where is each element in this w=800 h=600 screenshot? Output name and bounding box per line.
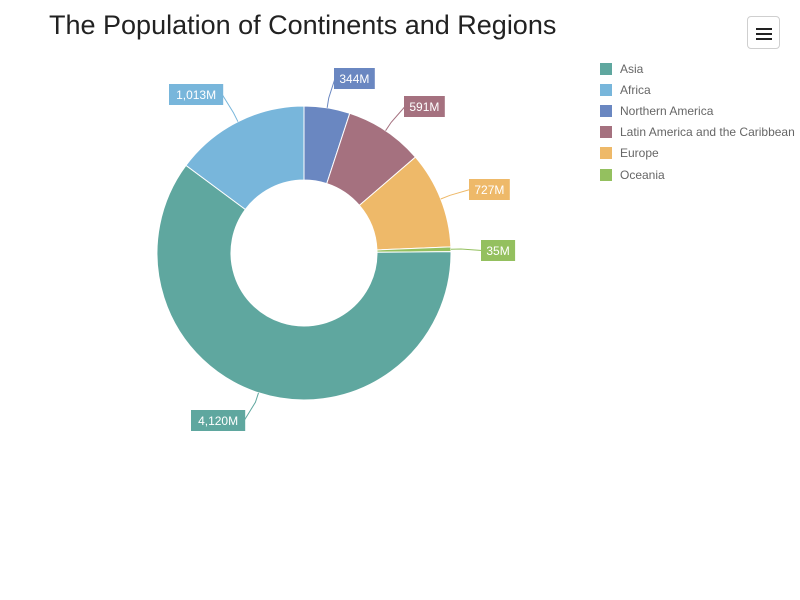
leader-line-oceania	[450, 248, 483, 251]
data-label-text: 727M	[474, 183, 504, 197]
legend-item-northern-america[interactable]: Northern America	[600, 100, 795, 121]
legend-label: Latin America and the Caribbean	[620, 125, 795, 140]
legend-swatch	[600, 147, 612, 160]
legend-item-asia[interactable]: Asia	[600, 58, 795, 79]
chart-legend: Asia Africa Northern America Latin America …	[600, 58, 795, 185]
slice-africa[interactable]	[185, 105, 305, 211]
legend-item-africa[interactable]: Africa	[600, 79, 795, 100]
legend-label: Asia	[620, 61, 644, 76]
legend-label: Europe	[620, 146, 659, 161]
data-label-text: 1,013M	[176, 88, 216, 102]
legend-label: Africa	[620, 82, 651, 97]
data-label-text: 35M	[486, 244, 509, 258]
data-label-europe: 727M	[469, 179, 510, 200]
data-label-asia: 4,120M	[191, 410, 246, 431]
legend-swatch	[600, 62, 612, 75]
data-label-text: 591M	[409, 100, 439, 114]
data-label-northern-america: 344M	[334, 68, 375, 89]
legend-swatch	[600, 83, 612, 96]
chart-title: The Population of Continents and Regions	[49, 10, 557, 40]
chart-menu-button[interactable]	[747, 16, 780, 49]
legend-label: Oceania	[620, 167, 665, 182]
data-label-latin-america-and-the-caribbean: 591M	[404, 96, 445, 117]
legend-swatch	[600, 104, 612, 117]
leader-line-latin-america-and-the-caribbean	[385, 106, 406, 131]
data-label-text: 4,120M	[198, 414, 238, 428]
leader-line-europe	[440, 189, 471, 200]
legend-item-europe[interactable]: Europe	[600, 143, 795, 164]
legend-swatch	[600, 126, 612, 139]
data-label-text: 344M	[339, 72, 369, 86]
data-label-africa: 1,013M	[169, 84, 224, 105]
legend-item-latin-america-and-the-caribbean[interactable]: Latin America and the Caribbean	[600, 122, 795, 143]
leader-line-northern-america	[326, 78, 336, 108]
slice-asia[interactable]	[156, 164, 452, 401]
legend-label: Northern America	[620, 103, 714, 118]
leader-line-africa	[221, 94, 239, 122]
legend-swatch	[600, 168, 612, 181]
data-label-oceania: 35M	[481, 240, 516, 261]
leader-line-asia	[243, 392, 259, 421]
legend-item-oceania[interactable]: Oceania	[600, 164, 795, 185]
